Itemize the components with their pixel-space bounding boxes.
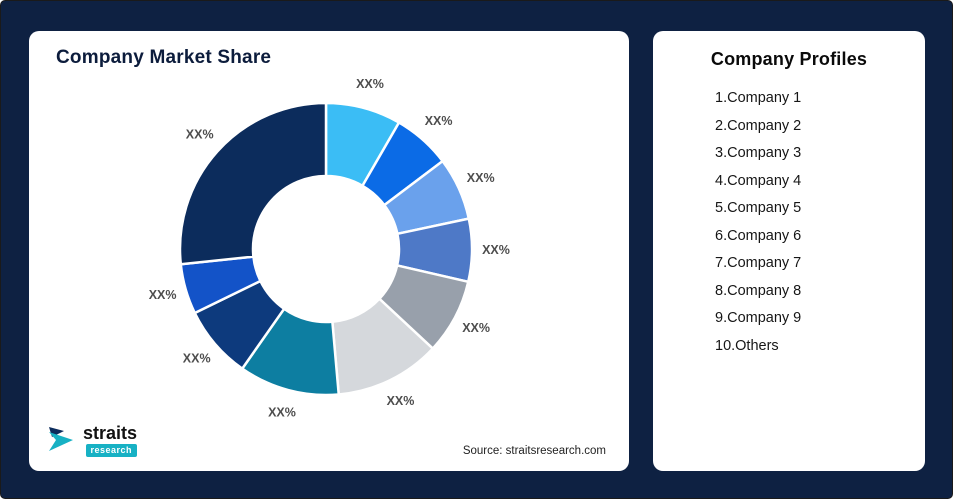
company-profile-item: 4.Company 4 <box>715 172 802 189</box>
profiles-title: Company Profiles <box>710 49 868 69</box>
straits-research-logo: straits research <box>47 423 138 457</box>
chart-title: Company Market Share <box>56 47 272 68</box>
company-profiles-card: Company Profiles 1.Company 1 2.Company 2 3… <box>653 31 925 471</box>
company-profile-item: 1.Company 1 <box>715 90 802 106</box>
logo-text: straits research <box>83 423 138 457</box>
source-note: Source: straitsresearch.com <box>462 445 606 457</box>
slice-label-9: XX% <box>149 288 177 302</box>
slice-label-6: XX% <box>387 394 415 408</box>
slice-label-8: XX% <box>183 352 211 366</box>
donut-segment-10 <box>178 101 328 266</box>
slice-label-7: XX% <box>268 405 296 419</box>
slice-label-3: XX% <box>467 171 495 185</box>
slice-label-1: XX% <box>356 77 384 91</box>
slice-label-2: XX% <box>425 114 453 128</box>
company-profile-item: 8.Company 8 <box>715 282 802 299</box>
logo-subbrand: research <box>85 444 138 457</box>
company-profiles-list: 1.Company 1 2.Company 2 3.Company 3 4.Compa… <box>653 85 925 360</box>
market-share-card: Company Market Share XX% XX% XX% XX% XX% XX% X… <box>29 31 629 471</box>
company-profile-item: 9.Company 9 <box>715 310 802 326</box>
company-profile-item: 7.Company 7 <box>715 255 802 271</box>
donut-chart: XX% XX% XX% XX% XX% XX% XX% XX% XX% XX% <box>149 77 510 419</box>
slice-label-10: XX% <box>186 127 214 141</box>
straits-logo-icon <box>49 426 73 451</box>
company-profile-item: 3.Company 3 <box>715 145 802 161</box>
logo-brand: straits <box>83 423 138 444</box>
company-profile-item: 10.Others <box>715 337 779 354</box>
slice-label-4: XX% <box>482 243 510 257</box>
company-profile-item: 6.Company 6 <box>715 227 802 244</box>
slice-label-5: XX% <box>462 321 490 335</box>
company-profile-item: 5.Company 5 <box>715 200 802 216</box>
company-profile-item: 2.Company 2 <box>715 117 802 134</box>
